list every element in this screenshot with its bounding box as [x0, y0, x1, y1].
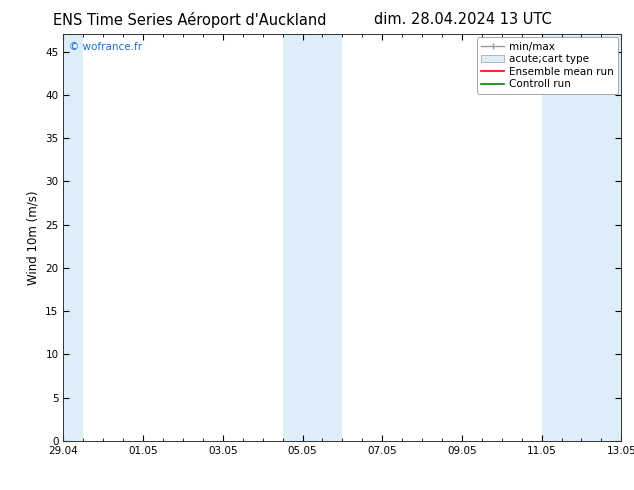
Bar — [63, 34, 83, 441]
Bar — [541, 34, 621, 441]
Legend: min/max, acute;cart type, Ensemble mean run, Controll run: min/max, acute;cart type, Ensemble mean … — [477, 37, 618, 94]
Text: © wofrance.fr: © wofrance.fr — [69, 43, 142, 52]
Bar — [283, 34, 342, 441]
Y-axis label: Wind 10m (m/s): Wind 10m (m/s) — [27, 191, 40, 285]
Text: ENS Time Series Aéroport d'Auckland: ENS Time Series Aéroport d'Auckland — [53, 12, 327, 28]
Text: dim. 28.04.2024 13 UTC: dim. 28.04.2024 13 UTC — [374, 12, 552, 27]
